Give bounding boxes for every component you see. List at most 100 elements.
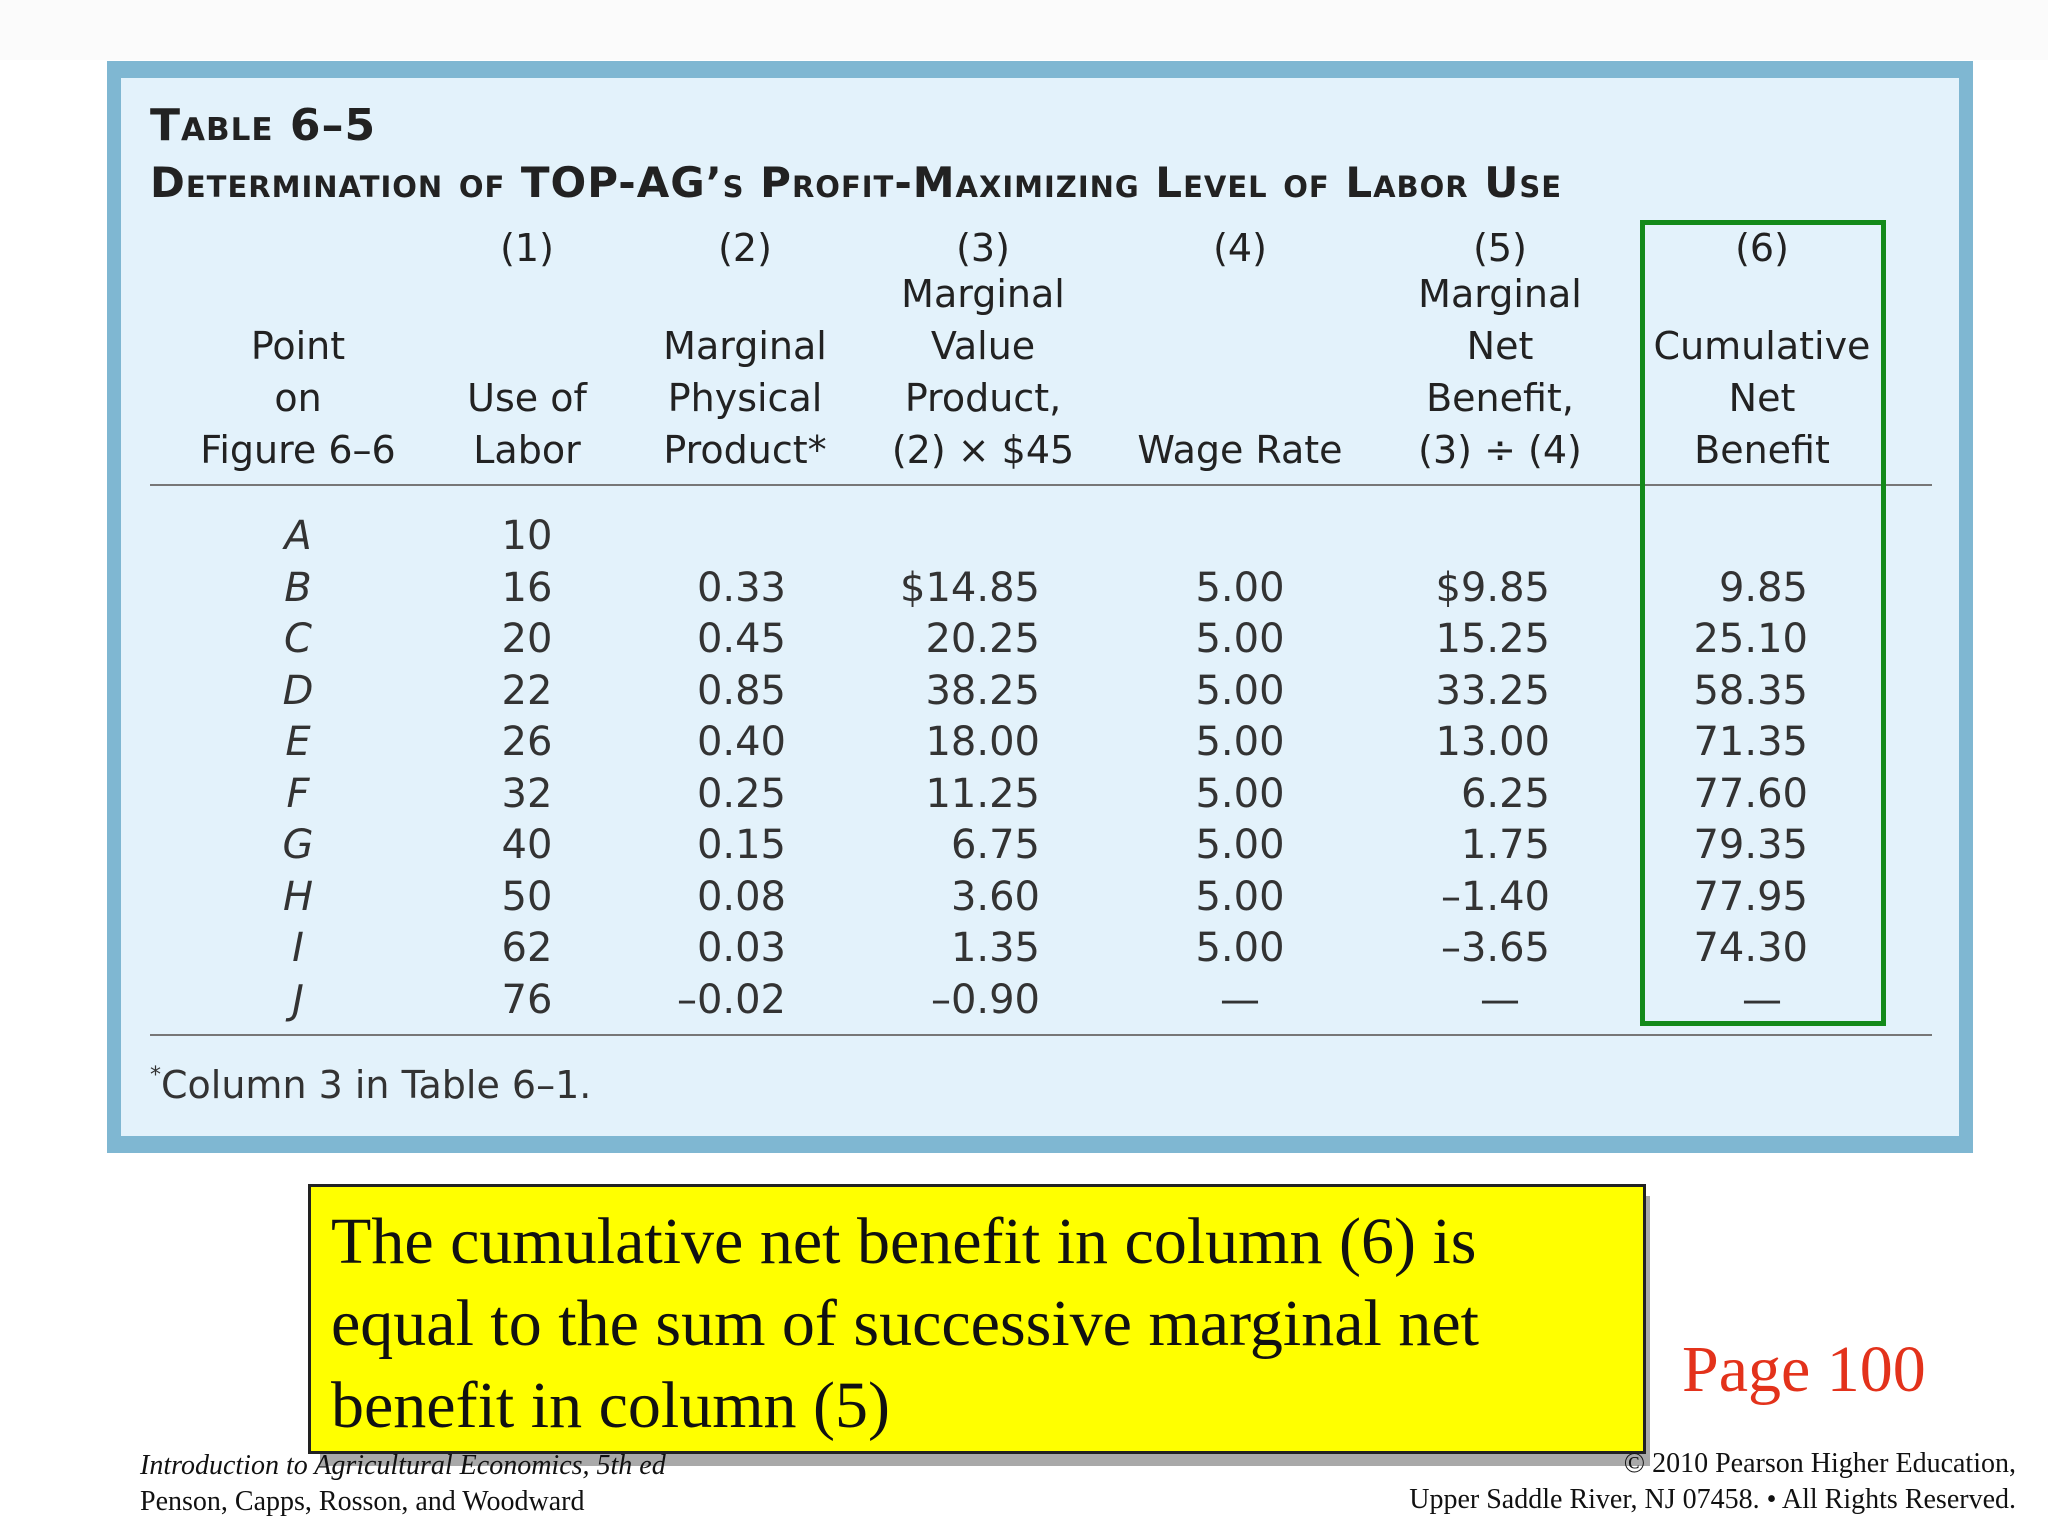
footer-rights: Upper Saddle River, NJ 07458. • All Righ… [1409,1484,2016,1515]
table-cell: — [1742,976,1782,1023]
column-header-2-line-0: Marginal [663,324,827,368]
header-rule [150,484,1932,486]
row-point-label: D [282,667,314,714]
table-cell: 9.85 [1718,564,1808,611]
row-point-label: I [292,925,304,971]
column-header-5-line-3: (3) ÷ (4) [1418,428,1582,472]
table-cell: 32 [501,770,553,817]
table-cell: –3.65 [1440,925,1550,971]
table-cell: 11.25 [925,770,1040,817]
column-header-0-line-2: Figure 6–6 [200,428,396,472]
column-header-5-line-0: Marginal [1418,272,1582,316]
table-cell: 0.85 [696,667,786,714]
column-header-3-line-0: Marginal [901,272,1065,316]
column-6-highlight-box [1640,220,1886,1026]
table-cell: 40 [501,822,553,868]
table-cell: 20.25 [925,616,1040,662]
table-cell: 0.45 [696,616,786,662]
table-cell: 5.00 [1195,822,1285,868]
column-header-4-line-0: Wage Rate [1137,428,1343,472]
table-cell: 5.00 [1195,925,1285,971]
column-header-2-line-2: Product* [663,428,827,472]
table-footnote: *Column 3 in Table 6–1. [150,1063,591,1107]
table-cell: 1.35 [950,925,1040,971]
column-header-0-line-0: Point [250,324,346,368]
column-header-1-line-0: Use of [467,376,587,420]
table-cell: 0.40 [696,719,786,765]
row-point-label: E [285,719,311,765]
table-cell: 5.00 [1195,719,1285,765]
footer-copyright: © 2010 Pearson Higher Education, [1623,1448,2016,1479]
column-header-1-line-1: Labor [473,428,581,472]
row-point-label: A [284,513,312,559]
column-header-2-line-1: Physical [667,376,823,420]
table-cell: 76 [501,976,553,1023]
table-cell: 33.25 [1435,667,1550,714]
column-header-3-line-2: Product, [904,376,1062,420]
column-header-3-line-3: (2) × $45 [891,428,1075,472]
table-cell: 71.35 [1693,719,1808,765]
table-cell: –0.90 [930,976,1040,1023]
top-band [0,0,2048,60]
column-header-6-line-2: Benefit [1694,428,1830,472]
table-cell: 0.25 [696,770,786,817]
table-cell: 0.33 [696,564,786,611]
footnote-mark: * [150,1063,161,1088]
row-point-label: G [282,822,314,868]
column-header-6-line-0: Cumulative [1653,324,1871,368]
footer-left: Introduction to Agricultural Economics, … [140,1448,666,1520]
page-reference: Page 100 [1682,1333,1926,1406]
table-cell: 22 [501,667,553,714]
table-cell: 0.08 [696,873,786,920]
table-cell: 5.00 [1195,667,1285,714]
row-point-label: B [284,564,312,611]
footer-right: © 2010 Pearson Higher Education, Upper S… [1409,1446,2016,1518]
table-cell: 58.35 [1693,667,1808,714]
row-point-label: C [284,616,312,662]
table-cell: 3.60 [950,873,1040,920]
table-cell: 77.95 [1693,873,1808,920]
table-cell: 18.00 [925,719,1040,765]
table-subtitle: Determination of TOP-AG’s Profit-Maximiz… [150,158,1563,207]
table-cell: 6.25 [1460,770,1550,817]
table-cell: 62 [501,925,553,971]
table-cell: 0.15 [696,822,786,868]
column-number-3: (3) [956,226,1010,270]
table-cell: 15.25 [1435,616,1550,662]
table-cell: 50 [501,873,553,920]
table-cell: — [1480,976,1520,1023]
table-cell: 38.25 [925,667,1040,714]
row-point-label: F [286,770,310,817]
column-number-5: (5) [1473,226,1527,270]
column-header-5-line-2: Benefit, [1426,376,1574,420]
bottom-rule [150,1034,1932,1036]
table-cell: –1.40 [1440,873,1550,920]
table-cell: $14.85 [900,564,1040,611]
table-cell: 6.75 [950,822,1040,868]
table-cell: 77.60 [1693,770,1808,817]
column-header-3-line-1: Value [930,324,1036,368]
table-cell: $9.85 [1435,564,1550,611]
table-cell: — [1220,976,1260,1023]
table-cell: 5.00 [1195,873,1285,920]
table-cell: 16 [501,564,553,611]
row-point-label: J [292,976,304,1023]
callout-text: The cumulative net benefit in column (6)… [331,1205,1479,1442]
column-header-5-line-1: Net [1466,324,1534,368]
column-number-4: (4) [1213,226,1267,270]
column-header-0-line-1: on [274,376,322,420]
row-point-label: H [282,873,314,920]
table-cell: 5.00 [1195,770,1285,817]
column-number-6: (6) [1735,226,1789,270]
table-cell: 20 [501,616,553,662]
table-title: Table 6–5 [150,100,377,151]
column-header-6-line-1: Net [1728,376,1796,420]
table-cell: 26 [501,719,553,765]
table-cell: –0.02 [676,976,786,1023]
table-cell: 25.10 [1693,616,1808,662]
column-number-1: (1) [500,226,554,270]
callout-box: The cumulative net benefit in column (6)… [308,1184,1646,1454]
footer-authors: Penson, Capps, Rosson, and Woodward [140,1486,585,1517]
table-cell: 5.00 [1195,616,1285,662]
footer-book-title: Introduction to Agricultural Economics, … [140,1450,666,1481]
